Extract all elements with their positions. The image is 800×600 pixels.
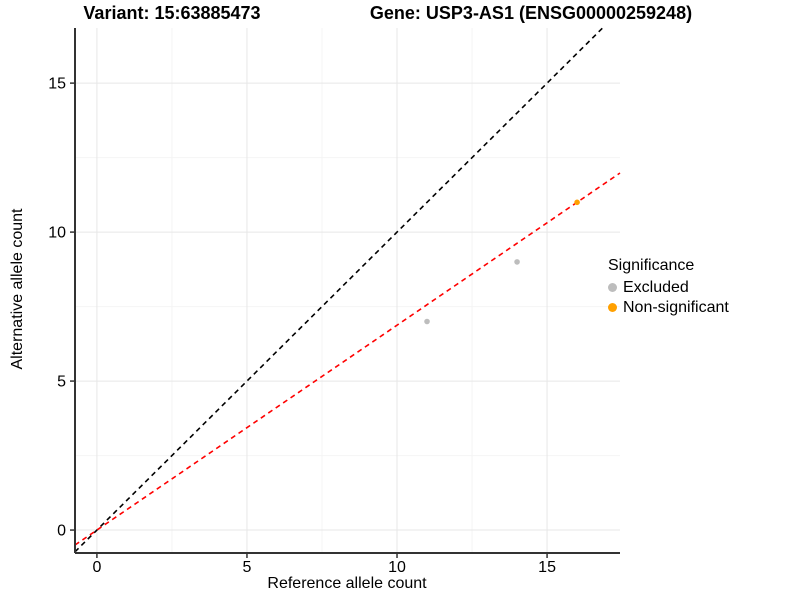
identity-line xyxy=(74,27,604,553)
legend: Significance Excluded Non-significant xyxy=(608,257,798,318)
fit-line xyxy=(74,172,621,546)
y-tick-label: 10 xyxy=(48,225,66,242)
data-point-excluded xyxy=(514,259,520,265)
data-point-excluded xyxy=(424,318,430,325)
y-axis-label: Alternative allele count xyxy=(9,208,26,370)
legend-item: Excluded xyxy=(608,278,798,297)
legend-items: Excluded Non-significant xyxy=(608,278,798,317)
x-tick-label: 15 xyxy=(538,559,556,576)
legend-item-label: Excluded xyxy=(623,278,689,296)
x-tick-label: 0 xyxy=(92,559,101,576)
legend-dot xyxy=(608,303,617,312)
x-axis-label: Reference allele count xyxy=(267,575,427,592)
data-point-non-significant xyxy=(574,199,580,206)
y-tick-label: 15 xyxy=(48,76,66,93)
variant-title: Variant: 15:63885473 xyxy=(83,3,261,23)
legend-item-label: Non-significant xyxy=(623,298,729,316)
legend-title: Significance xyxy=(608,257,695,274)
legend-dot xyxy=(608,283,617,292)
legend-item: Non-significant xyxy=(608,298,798,317)
y-tick-label: 0 xyxy=(57,523,66,540)
y-tick-label: 5 xyxy=(57,374,66,391)
x-tick-label: 10 xyxy=(388,559,406,576)
x-tick-label: 5 xyxy=(243,559,252,576)
gene-title: Gene: USP3-AS1 (ENSG00000259248) xyxy=(369,3,693,23)
